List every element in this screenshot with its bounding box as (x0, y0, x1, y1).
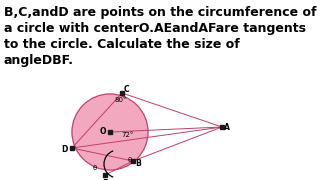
Text: θ: θ (93, 165, 97, 171)
Text: A: A (224, 123, 230, 132)
Text: O: O (100, 127, 106, 136)
Text: D: D (61, 145, 67, 154)
Text: 80°: 80° (115, 97, 127, 103)
Text: a circle with centerO.AEandAFare tangents: a circle with centerO.AEandAFare tangent… (4, 22, 306, 35)
Text: C: C (123, 84, 129, 93)
Text: θ: θ (128, 157, 132, 163)
Text: B: B (135, 159, 141, 168)
Text: B,C,andD are points on the circumference of: B,C,andD are points on the circumference… (4, 6, 316, 19)
Text: F: F (102, 179, 108, 180)
Text: to the circle. Calculate the size of: to the circle. Calculate the size of (4, 38, 240, 51)
Text: angleDBF.: angleDBF. (4, 54, 74, 67)
Text: 72°: 72° (122, 132, 134, 138)
Circle shape (72, 94, 148, 170)
